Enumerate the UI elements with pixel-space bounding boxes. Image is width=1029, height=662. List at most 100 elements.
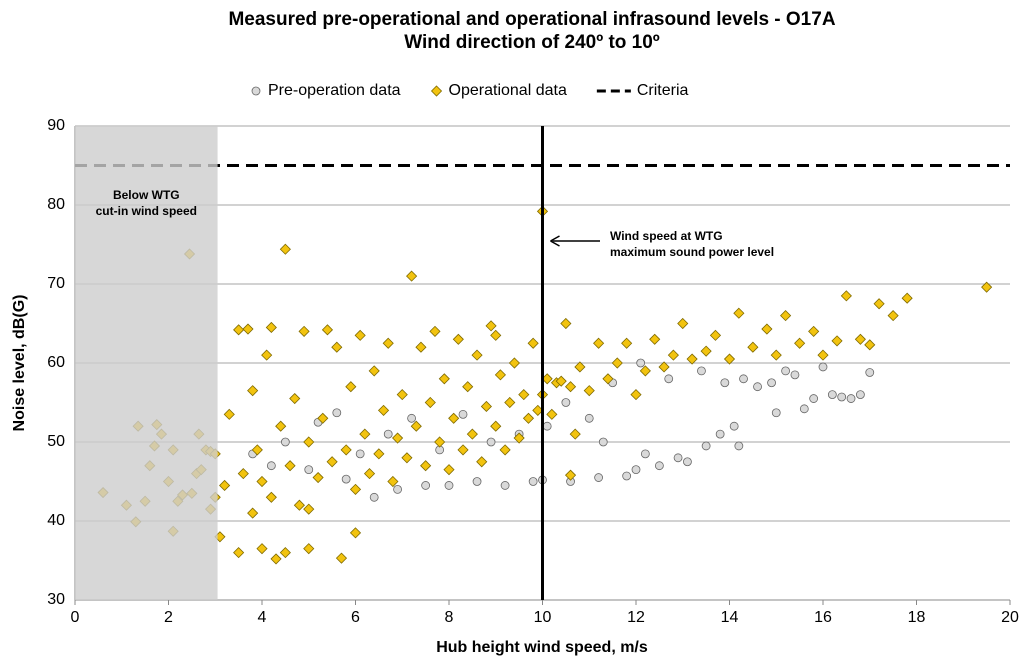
point [664, 374, 674, 384]
point [555, 375, 567, 387]
point [317, 412, 329, 424]
point [715, 429, 725, 439]
x-tick-label: 20 [1001, 609, 1019, 626]
annotation: Below WTG [113, 188, 180, 202]
point [355, 449, 365, 459]
annotation: Wind speed at WTG [610, 229, 723, 243]
point [781, 366, 790, 376]
point [701, 441, 711, 451]
point [354, 329, 366, 341]
point [564, 469, 577, 481]
point [771, 408, 781, 418]
point [392, 432, 404, 444]
point [331, 341, 343, 353]
point [639, 365, 651, 377]
x-tick-label: 6 [351, 609, 360, 626]
point [304, 465, 314, 475]
point [780, 310, 792, 322]
point [799, 404, 809, 414]
point [363, 468, 376, 480]
point [508, 357, 521, 369]
point [393, 484, 402, 494]
arrow-head [550, 235, 560, 247]
point [434, 436, 446, 448]
point [486, 437, 496, 447]
point [485, 320, 497, 332]
point [611, 357, 623, 369]
chart-title: Measured pre-operational and operational… [228, 9, 835, 30]
point [709, 329, 722, 341]
point [809, 394, 819, 403]
point [840, 290, 852, 302]
legend-label: Criteria [637, 82, 689, 99]
point [420, 460, 432, 472]
point [831, 335, 843, 347]
point [270, 553, 282, 565]
point [981, 281, 993, 293]
legend-item: Pre-operation data [251, 82, 401, 99]
point [443, 464, 455, 476]
point [326, 456, 338, 468]
y-tick-label: 30 [47, 591, 65, 608]
point [734, 441, 744, 451]
point [233, 547, 245, 559]
x-tick-label: 2 [164, 609, 173, 626]
point [499, 444, 511, 456]
point [251, 444, 263, 456]
point [854, 333, 866, 345]
point [462, 381, 474, 393]
point [256, 543, 268, 555]
point [686, 353, 698, 365]
x-tick-label: 16 [814, 609, 832, 626]
point [593, 337, 605, 349]
point [219, 479, 231, 492]
y-tick-label: 50 [47, 433, 65, 450]
point [410, 420, 422, 432]
point [480, 400, 492, 413]
point [697, 366, 706, 376]
point [522, 412, 535, 424]
point [667, 349, 679, 361]
point [723, 353, 736, 365]
point [658, 361, 670, 373]
point [654, 461, 664, 471]
y-tick-label: 80 [47, 196, 65, 213]
point [794, 337, 806, 349]
point [500, 481, 510, 490]
point [247, 385, 259, 397]
point [261, 349, 273, 361]
point [466, 428, 478, 440]
point [280, 437, 290, 447]
legend-item: Criteria [596, 82, 689, 99]
x-tick-label: 14 [721, 609, 739, 626]
point [242, 323, 254, 335]
point [415, 341, 427, 353]
point [368, 365, 380, 377]
point [856, 390, 865, 400]
point [513, 432, 525, 444]
point [504, 396, 516, 409]
point [275, 420, 287, 432]
point [471, 349, 483, 361]
point [569, 428, 581, 440]
point [265, 321, 277, 334]
point [770, 349, 782, 361]
point [406, 270, 418, 282]
point [494, 369, 506, 381]
point [421, 481, 431, 490]
point [622, 471, 632, 481]
point [817, 349, 829, 361]
point [630, 389, 642, 401]
point [636, 358, 646, 368]
point [472, 477, 482, 486]
point [424, 396, 436, 409]
point [700, 345, 712, 357]
point [873, 298, 885, 310]
point [564, 381, 577, 393]
point [574, 361, 586, 373]
point [490, 329, 502, 341]
point [673, 453, 683, 463]
point [747, 341, 759, 353]
point [266, 461, 276, 471]
point [518, 389, 530, 401]
